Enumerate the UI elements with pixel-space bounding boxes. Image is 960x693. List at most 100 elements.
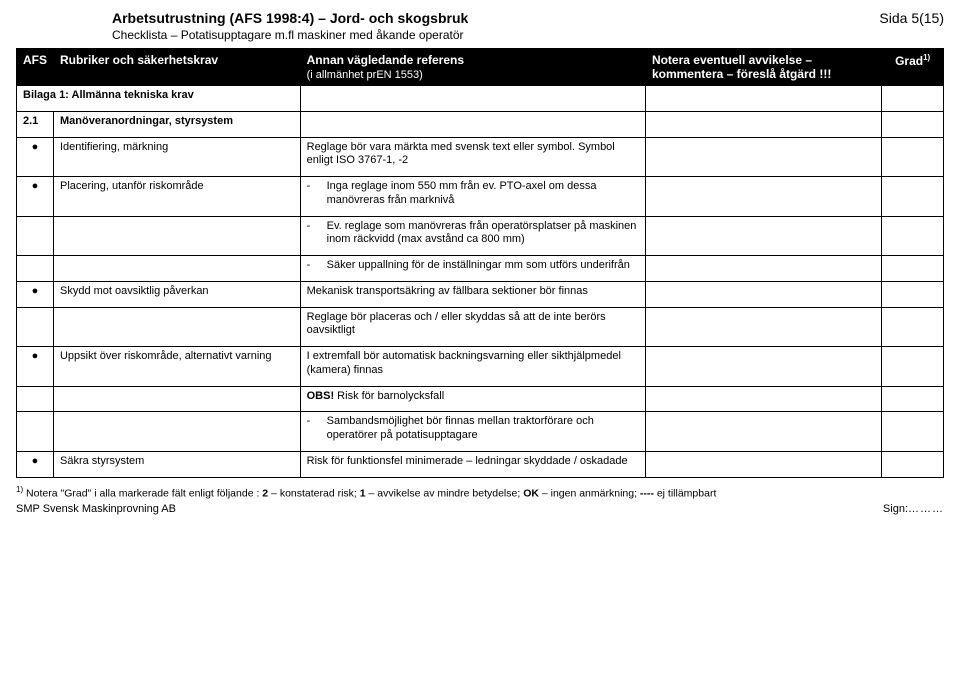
bilaga-row: Bilaga 1: Allmänna tekniska krav [17, 86, 944, 112]
row-label: Skydd mot oavsiktlig påverkan [53, 281, 300, 307]
empty-cell [53, 307, 300, 347]
empty-cell [17, 412, 54, 452]
empty-cell [300, 111, 645, 137]
row-label: Säkra styrsystem [53, 451, 300, 477]
bullet-icon: ● [17, 137, 54, 177]
note-cell [645, 216, 881, 256]
row-label: Placering, utanför riskområde [53, 177, 300, 217]
footer-row: SMP Svensk Maskinprovning AB Sign:……… [16, 503, 944, 515]
row-text: OBS! Risk för barnolycksfall [300, 386, 645, 412]
grad-cell [882, 177, 944, 217]
col-afs: AFS [17, 49, 54, 86]
table-row: -Säker uppallning för de inställningar m… [17, 256, 944, 282]
grad-cell [882, 386, 944, 412]
footnote-lead: Notera "Grad" i alla markerade fält enli… [23, 487, 262, 499]
row-label: Identifiering, märkning [53, 137, 300, 177]
note-cell [645, 307, 881, 347]
empty-cell [882, 111, 944, 137]
section-row: 2.1 Manöveranordningar, styrsystem [17, 111, 944, 137]
bullet-icon: ● [17, 177, 54, 217]
row-text: Mekanisk transportsäkring av fällbara se… [300, 281, 645, 307]
footnote-key: ---- [640, 487, 654, 499]
footnote-key: OK [523, 487, 539, 499]
col-referens-sub: (i allmänhet prEN 1553) [307, 69, 423, 81]
empty-cell [53, 412, 300, 452]
empty-cell [645, 111, 881, 137]
page-number: Sida 5(15) [879, 10, 944, 26]
col-grad: Grad1) [882, 49, 944, 86]
footnote-text: – konstaterad risk; [268, 487, 360, 499]
empty-cell [53, 386, 300, 412]
footnote-text: – avvikelse av mindre betydelse; [366, 487, 524, 499]
empty-cell [17, 256, 54, 282]
grad-cell [882, 256, 944, 282]
col-referens-main: Annan vägledande referens [307, 53, 464, 67]
obs-text: Risk för barnolycksfall [334, 390, 444, 402]
col-notera-l1: Notera eventuell avvikelse – [652, 53, 812, 67]
list-item: Säker uppallning för de inställningar mm… [327, 259, 630, 273]
table-row: ● Uppsikt över riskområde, alternativt v… [17, 347, 944, 387]
note-cell [645, 256, 881, 282]
empty-cell [300, 86, 645, 112]
footer-org: SMP Svensk Maskinprovning AB [16, 503, 176, 515]
note-cell [645, 281, 881, 307]
note-cell [645, 412, 881, 452]
page-root: Arbetsutrustning (AFS 1998:4) – Jord- oc… [0, 0, 960, 519]
row-text: -Ev. reglage som manövreras från operatö… [300, 216, 645, 256]
table-row: ● Säkra styrsystem Risk för funktionsfel… [17, 451, 944, 477]
table-row: Reglage bör placeras och / eller skyddas… [17, 307, 944, 347]
grad-cell [882, 412, 944, 452]
empty-cell [17, 307, 54, 347]
col-notera-l2: kommentera – föreslå åtgärd !!! [652, 67, 831, 81]
footer-sign: Sign:……… [883, 503, 944, 515]
bullet-icon: ● [17, 281, 54, 307]
col-rubriker: Rubriker och säkerhetskrav [53, 49, 300, 86]
note-cell [645, 386, 881, 412]
doc-title: Arbetsutrustning (AFS 1998:4) – Jord- oc… [112, 10, 468, 26]
grad-cell [882, 451, 944, 477]
doc-subtitle: Checklista – Potatisupptagare m.fl maski… [16, 28, 944, 42]
section-title: Manöveranordningar, styrsystem [53, 111, 300, 137]
col-grad-sup: 1) [923, 53, 930, 62]
row-text: -Inga reglage inom 550 mm från ev. PTO-a… [300, 177, 645, 217]
col-referens: Annan vägledande referens (i allmänhet p… [300, 49, 645, 86]
list-item: Ev. reglage som manövreras från operatör… [327, 220, 639, 248]
table-row: ● Skydd mot oavsiktlig påverkan Mekanisk… [17, 281, 944, 307]
row-label: Uppsikt över riskområde, alternativt var… [53, 347, 300, 387]
table-header-row: AFS Rubriker och säkerhetskrav Annan väg… [17, 49, 944, 86]
table-row: OBS! Risk för barnolycksfall [17, 386, 944, 412]
table-row: -Sambandsmöjlighet bör finnas mellan tra… [17, 412, 944, 452]
grad-cell [882, 281, 944, 307]
sign-label: Sign: [883, 503, 908, 515]
section-num: 2.1 [17, 111, 54, 137]
empty-cell [53, 256, 300, 282]
table-row: ● Placering, utanför riskområde -Inga re… [17, 177, 944, 217]
note-cell [645, 347, 881, 387]
bullet-icon: ● [17, 451, 54, 477]
row-text: -Säker uppallning för de inställningar m… [300, 256, 645, 282]
footnote-text: ej tillämpbart [654, 487, 716, 499]
note-cell [645, 451, 881, 477]
note-cell [645, 177, 881, 217]
row-text: -Sambandsmöjlighet bör finnas mellan tra… [300, 412, 645, 452]
row-text: I extremfall bör automatisk backningsvar… [300, 347, 645, 387]
note-cell [645, 137, 881, 177]
sign-dots: ……… [908, 503, 944, 515]
empty-cell [17, 216, 54, 256]
grad-cell [882, 307, 944, 347]
empty-cell [53, 216, 300, 256]
row-text: Reglage bör vara märkta med svensk text … [300, 137, 645, 177]
empty-cell [882, 86, 944, 112]
footnote-text: – ingen anmärkning; [539, 487, 640, 499]
empty-cell [17, 386, 54, 412]
row-text: Risk för funktionsfel minimerade – ledni… [300, 451, 645, 477]
list-item: Sambandsmöjlighet bör finnas mellan trak… [327, 415, 639, 443]
list-item: Inga reglage inom 550 mm från ev. PTO-ax… [327, 180, 639, 208]
grad-cell [882, 216, 944, 256]
col-grad-label: Grad [895, 54, 923, 68]
table-row: -Ev. reglage som manövreras från operatö… [17, 216, 944, 256]
checklist-table: AFS Rubriker och säkerhetskrav Annan väg… [16, 48, 944, 478]
table-row: ● Identifiering, märkning Reglage bör va… [17, 137, 944, 177]
row-text: Reglage bör placeras och / eller skyddas… [300, 307, 645, 347]
footnote: 1) Notera "Grad" i alla markerade fält e… [16, 484, 944, 501]
